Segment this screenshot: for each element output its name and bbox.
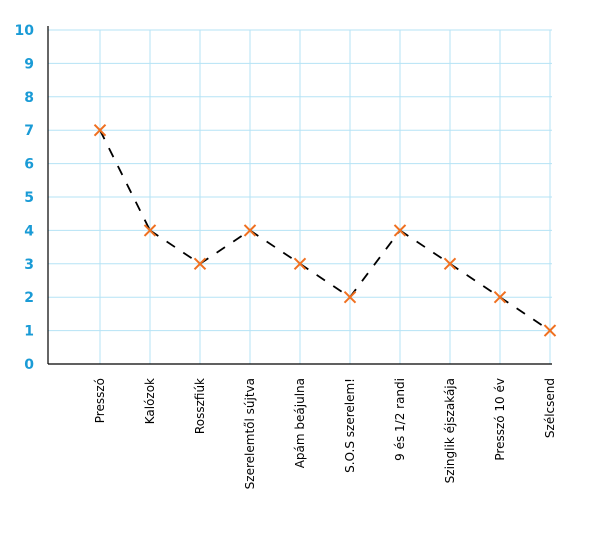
series-segment [199,229,251,265]
series-segment [349,229,401,298]
x-tick-label: Presszó 10 év [493,378,507,461]
y-tick-label: 7 [24,123,34,139]
data-point-marker [243,224,257,237]
series-segment [449,263,501,298]
x-tick-label: S.O.S szerelem! [343,378,357,473]
y-tick-label: 2 [24,290,34,306]
series-markers [93,123,557,337]
y-tick-label: 1 [24,324,34,340]
marker-stroke [393,224,407,237]
series-segment [249,229,301,265]
marker-stroke [493,290,507,304]
y-tick-label: 0 [24,357,34,373]
x-tick-label: 9 és 1/2 randi [393,378,407,461]
marker-stroke [193,257,207,271]
marker-stroke [543,324,557,337]
x-tick-label: Szinglik éjszakája [443,378,457,483]
y-tick-label: 3 [24,257,34,273]
y-tick-label: 10 [15,23,35,39]
y-tick-label: 9 [24,56,34,72]
series-segment [399,229,451,265]
x-tick-labels: Presszó Kalózok Rosszfiúk Szerelemtől sújtv… [93,378,557,489]
data-point-marker [93,123,107,137]
y-tick-label: 4 [24,223,34,239]
data-point-marker [493,290,507,304]
x-tick-label: Apám beájulna [293,378,307,468]
y-tick-labels: 0 1 2 3 4 5 6 7 8 9 10 [15,23,35,373]
series-line [99,129,551,332]
series-segment [99,129,151,231]
x-tick-label: Presszó [93,378,107,423]
data-point-marker [393,224,407,237]
data-point-marker [443,257,457,271]
marker-stroke [93,123,107,137]
data-point-marker [343,290,357,304]
x-tick-label: Rosszfiúk [193,378,207,434]
x-tick-label: Kalózok [143,378,157,424]
series-segment [499,296,551,332]
y-tick-label: 8 [24,90,34,106]
data-point-marker [193,257,207,271]
data-point-marker [543,324,557,337]
marker-stroke [143,224,157,237]
marker-stroke [343,290,357,304]
series-segment [299,263,351,298]
axes [47,26,552,365]
marker-stroke [243,224,257,237]
y-tick-label: 5 [24,190,34,206]
grid [48,29,552,364]
x-tick-label: Szélcsend [543,378,557,438]
x-tick-label: Szerelemtől sújtva [243,378,257,489]
y-tick-label: 6 [24,157,34,173]
marker-stroke [293,257,307,271]
data-point-marker [143,224,157,237]
marker-stroke [443,257,457,271]
series-segment [149,229,201,265]
data-point-marker [293,257,307,271]
